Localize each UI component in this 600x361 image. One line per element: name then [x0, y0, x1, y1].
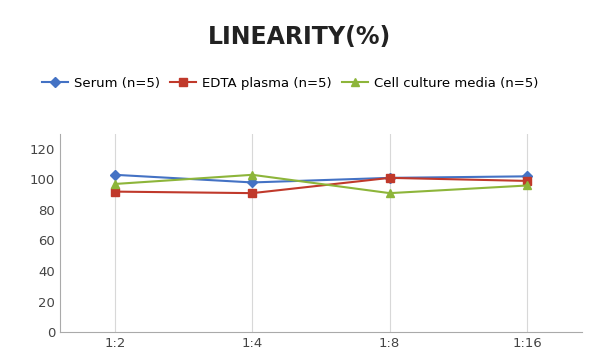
Line: Serum (n=5): Serum (n=5) [111, 171, 531, 186]
Cell culture media (n=5) [523, 183, 530, 188]
Cell culture media (n=5) [386, 191, 393, 195]
Legend: Serum (n=5), EDTA plasma (n=5), Cell culture media (n=5): Serum (n=5), EDTA plasma (n=5), Cell cul… [37, 71, 543, 95]
Serum (n=5) [112, 173, 119, 177]
EDTA plasma (n=5) [523, 179, 530, 183]
Serum (n=5) [523, 174, 530, 178]
Line: Cell culture media (n=5): Cell culture media (n=5) [111, 171, 531, 197]
EDTA plasma (n=5) [112, 190, 119, 194]
EDTA plasma (n=5) [386, 176, 393, 180]
Serum (n=5) [249, 180, 256, 184]
Cell culture media (n=5) [249, 173, 256, 177]
Line: EDTA plasma (n=5): EDTA plasma (n=5) [111, 174, 531, 197]
Serum (n=5) [386, 176, 393, 180]
Cell culture media (n=5) [112, 182, 119, 186]
Text: LINEARITY(%): LINEARITY(%) [208, 25, 392, 49]
EDTA plasma (n=5) [249, 191, 256, 195]
